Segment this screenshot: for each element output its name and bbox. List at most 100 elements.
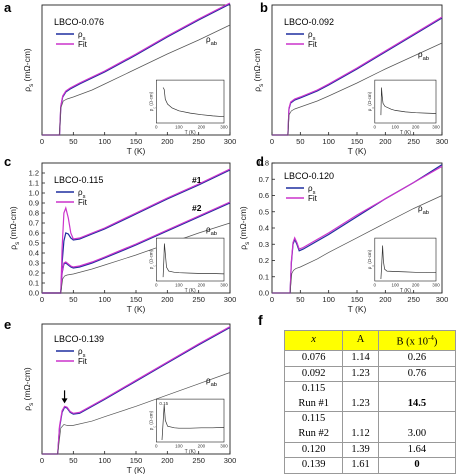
sample-label: LBCO-0.115 (54, 175, 103, 185)
table-cell-x: 0.092 (283, 365, 344, 383)
series-line (42, 2, 231, 136)
y-axis-label: ρs (mΩ-cm) (238, 206, 251, 250)
y-tick-label: 0.6 (259, 191, 269, 200)
table-cell-b (377, 411, 457, 428)
table-cell-a: 1.61 (342, 457, 379, 474)
panel-letter: b (260, 0, 268, 15)
series-line (42, 169, 231, 294)
header-b-close: ) (433, 336, 438, 348)
header-b: B (x 10-4) (377, 329, 457, 352)
x-axis-label: T (K) (127, 146, 146, 156)
series-label-rho-ab: ρab (418, 204, 429, 216)
x-tick-label: 200 (161, 456, 174, 465)
header-b-exponent: -4 (428, 334, 434, 342)
panel-letter: e (4, 317, 11, 332)
panel-letter: c (4, 154, 11, 169)
legend-entry: Fit (308, 40, 318, 49)
inset-x-label: T (K) (400, 288, 411, 294)
inset-x-tick-label: 0 (155, 283, 158, 288)
header-b-text: B (x 10 (396, 336, 429, 348)
x-tick-label: 100 (322, 295, 335, 304)
y-tick-label: 0.4 (259, 224, 269, 233)
panel-letter: d (256, 154, 264, 169)
x-tick-label: 50 (69, 295, 77, 304)
table-cell-b: 0.26 (377, 350, 457, 367)
table-cell-b (377, 381, 457, 397)
inset-x-tick-label: 100 (391, 125, 399, 130)
y-axis-label: ρs (mΩ-cm) (252, 48, 265, 92)
inset: 0 100 200 300 T (K) ρc (Ω-cm) (367, 79, 440, 136)
curve-tag: #1 (192, 175, 202, 185)
inset-y-label: ρc (Ω-cm) (148, 91, 156, 111)
sample-label: LBCO-0.139 (54, 334, 104, 344)
series-group (42, 2, 231, 136)
x-tick-label: 100 (322, 137, 335, 146)
curve-tag: #2 (192, 203, 202, 213)
table-cell-x: Run #2 (283, 427, 344, 443)
y-tick-label: 0.7 (259, 175, 269, 184)
inset: 0 100 200 300 T (K) ρc (Ω-cm) (148, 79, 228, 136)
header-x: x (283, 329, 344, 352)
inset-x-tick-label: 100 (175, 444, 183, 449)
x-tick-label: 300 (436, 137, 449, 146)
x-tick-label: 200 (379, 295, 392, 304)
inset-line (162, 243, 225, 278)
x-axis-label: T (K) (348, 146, 367, 156)
x-tick-label: 100 (98, 295, 111, 304)
inset-line (380, 245, 437, 280)
x-tick-label: 150 (351, 295, 364, 304)
legend-entry: Fit (78, 198, 88, 207)
table-row: Run #2 1.12 3.00 (283, 427, 457, 443)
x-tick-label: 150 (351, 137, 364, 146)
table-cell-x: Run #1 (283, 396, 344, 413)
inset: 0 100 200 300 T (K) ρc (Ω-cm) (148, 237, 228, 294)
table-cell-x: 0.120 (283, 441, 344, 459)
table-body: 0.076 1.14 0.26 0.092 1.23 0.76 0.115 Run #1 1.2… (283, 350, 457, 474)
x-axis-label: T (K) (127, 304, 146, 314)
sample-label: LBCO-0.120 (284, 171, 334, 181)
y-tick-label: 0.0 (29, 289, 39, 298)
x-tick-label: 250 (192, 456, 205, 465)
inset-frame (156, 79, 225, 124)
inset-line (161, 404, 225, 441)
y-tick-label: 0.4 (29, 249, 39, 258)
series-label-rho-ab: ρab (206, 35, 217, 47)
table-cell-a: 1.14 (342, 350, 379, 367)
inset-x-tick-label: 200 (198, 444, 206, 449)
y-tick-label: 0.8 (259, 159, 269, 168)
inset-y-label: ρc (Ω-cm) (367, 91, 375, 111)
table-cell-b: 0 (377, 457, 457, 474)
x-tick-label: 0 (40, 137, 44, 146)
inset-x-tick-label: 200 (198, 125, 206, 130)
y-tick-label: 0.6 (29, 229, 39, 238)
y-tick-label: 0.9 (29, 199, 39, 208)
series-label-rho-ab: ρab (418, 50, 429, 62)
legend-entry: ρs (308, 184, 316, 196)
panel-c: c 0 50 100 150 200 250 300 0.00.10.20.30.40.50.6… (4, 154, 236, 314)
x-tick-label: 200 (161, 137, 174, 146)
y-axis-label: ρs (mΩ-cm) (8, 206, 21, 250)
x-tick-label: 250 (192, 137, 205, 146)
x-tick-label: 50 (296, 295, 304, 304)
legend-entry: Fit (308, 194, 318, 203)
inset-x-tick-label: 300 (220, 444, 228, 449)
inset-x-tick-label: 200 (198, 283, 206, 288)
inset-x-tick-label: 200 (412, 283, 420, 288)
series-line (42, 168, 231, 294)
panel-b: b 0 50 100 150 200 250 300 T (K) ρs (mΩ-cm) LBCO-0… (252, 0, 448, 156)
y-axis-label: ρs (mΩ-cm) (22, 48, 35, 92)
x-tick-label: 0 (270, 137, 274, 146)
series-line (272, 42, 443, 136)
table-cell-x: 0.139 (283, 457, 344, 474)
inset-x-label: T (K) (185, 130, 196, 136)
arrow-head (61, 398, 68, 404)
inset-frame (156, 237, 225, 282)
inset-line (162, 87, 225, 118)
table-cell-a: 1.39 (342, 441, 379, 459)
inset-x-tick-label: 0 (155, 444, 158, 449)
legend-entry: Fit (78, 40, 88, 49)
y-tick-label: 0.3 (259, 240, 269, 249)
x-tick-label: 50 (296, 137, 304, 146)
x-tick-label: 200 (161, 295, 174, 304)
